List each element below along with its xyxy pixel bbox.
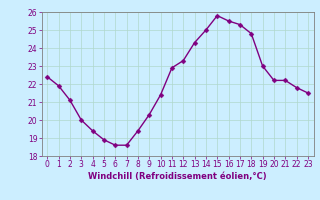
X-axis label: Windchill (Refroidissement éolien,°C): Windchill (Refroidissement éolien,°C)	[88, 172, 267, 181]
